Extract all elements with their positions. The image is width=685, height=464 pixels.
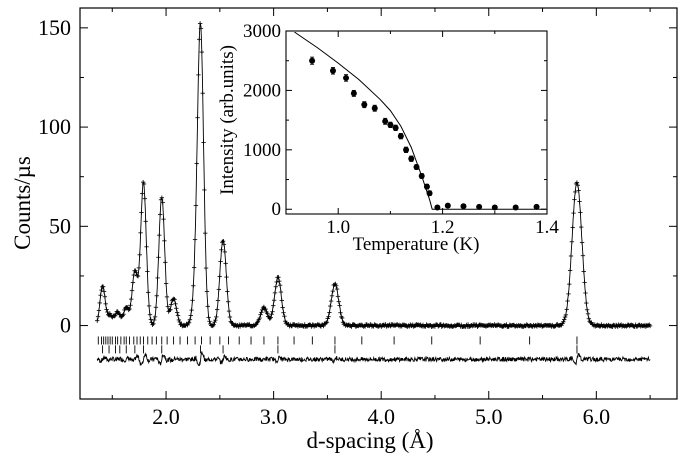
main-axis-ticks [80, 8, 677, 399]
inset-data-point [392, 124, 399, 131]
inset-data-point [329, 67, 336, 74]
inset-y-tick-label: 1000 [243, 140, 281, 161]
main-plot-frame [79, 7, 678, 400]
inset-data-point [361, 101, 368, 108]
difference-curve-series [96, 351, 651, 367]
inset-background [286, 31, 547, 214]
x-tick-label: 6.0 [583, 404, 611, 429]
inset-data-point [387, 121, 394, 128]
inset-data-point [434, 204, 441, 211]
y-tick-label: 0 [60, 313, 71, 338]
inset-x-tick-label: 1.2 [431, 217, 455, 238]
y-axis-title: Counts/µs [10, 156, 35, 250]
inset-tick-labels: 1.0 1.2 1.4 0 1000 2000 3000 [243, 21, 559, 238]
x-tick-label: 3.0 [260, 404, 288, 429]
inset-data-point [476, 203, 483, 210]
inset-plot-frame [285, 30, 548, 215]
inset-data-point [444, 202, 451, 209]
inset-data-point [408, 155, 415, 162]
inset-y-axis-title: Intensity (arb.units) [217, 45, 238, 195]
inset-data-point [460, 203, 467, 210]
inset-data-point [382, 118, 389, 125]
inset-data-point [413, 164, 420, 171]
inset-x-tick-label: 1.0 [326, 217, 350, 238]
observed-crosses-series [95, 21, 653, 329]
inset-data-points-series [309, 56, 540, 211]
main-tick-labels: 2.0 3.0 4.0 5.0 6.0 0 50 100 150 [38, 15, 610, 429]
reflection-ticks [97, 336, 578, 354]
inset-data-point [418, 172, 425, 179]
inset-y-tick-label: 2000 [243, 80, 281, 101]
inset-data-point [533, 203, 540, 210]
inset-data-point [512, 204, 519, 211]
inset-x-tick-label: 1.4 [535, 217, 559, 238]
main-plot-area [95, 21, 653, 367]
inset-y-tick-label: 3000 [243, 21, 281, 42]
inset-data-point [371, 105, 378, 112]
x-tick-label: 2.0 [152, 404, 180, 429]
x-tick-label: 4.0 [367, 404, 395, 429]
inset-plot-area [293, 32, 546, 211]
inset-data-point [423, 183, 430, 190]
inset-data-point [350, 90, 357, 97]
x-axis-title: d-spacing (Å) [306, 428, 433, 453]
y-tick-label: 50 [49, 213, 71, 238]
x-tick-label: 5.0 [475, 404, 503, 429]
y-tick-label: 150 [38, 15, 71, 40]
inset-y-tick-label: 0 [272, 199, 282, 220]
inset-data-point [403, 146, 410, 153]
inset-x-axis-title: Temperature (K) [353, 234, 480, 255]
inset-data-point [397, 133, 404, 140]
inset-data-point [343, 74, 350, 81]
inset-data-point [309, 57, 316, 64]
inset-data-point [491, 204, 498, 211]
inset-data-point [426, 190, 433, 197]
y-tick-label: 100 [38, 114, 71, 139]
inset-fit-line-series [293, 32, 546, 210]
